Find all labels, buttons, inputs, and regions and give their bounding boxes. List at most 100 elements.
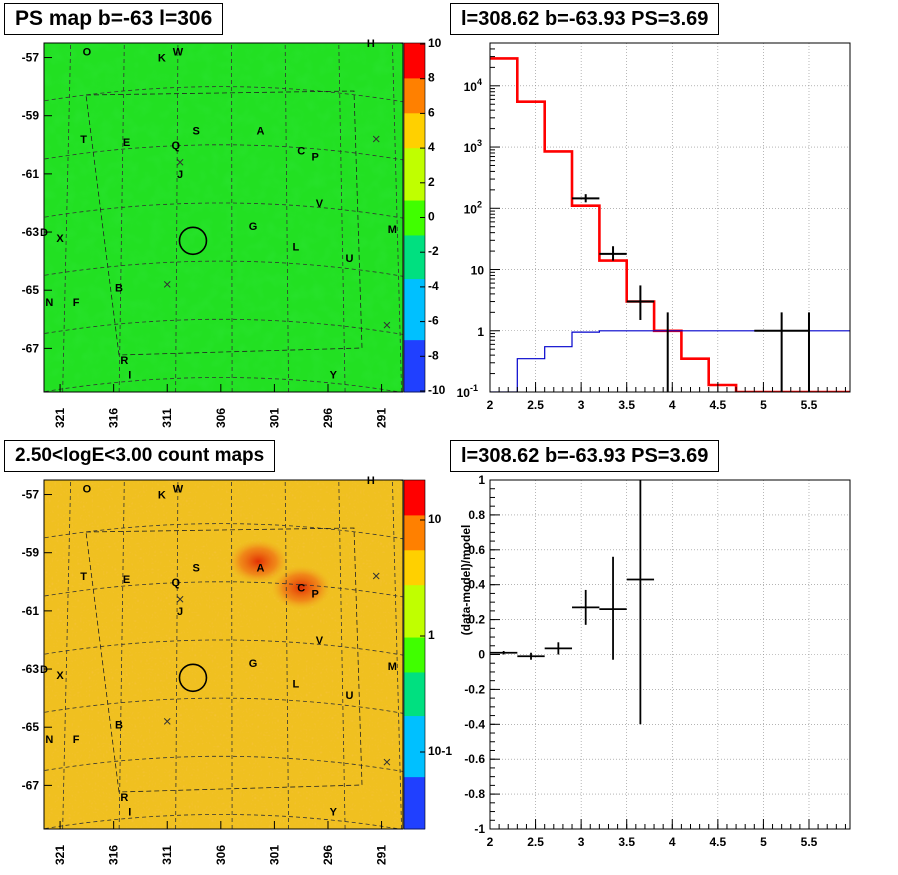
source-label-m: M	[388, 224, 397, 236]
graticule-meridian	[284, 480, 290, 829]
colorbar-band	[404, 802, 425, 813]
y-tick-label: 1	[478, 473, 485, 487]
colorbar-tick-label: 10	[428, 512, 442, 526]
colorbar-band	[404, 147, 425, 157]
y-tick-label: -63	[22, 225, 40, 239]
colorbar-band	[404, 671, 425, 682]
source-label-r: R	[120, 792, 128, 804]
y-tick-label: 10	[471, 264, 485, 278]
y-tick-label: -67	[22, 341, 40, 355]
x-tick-label: 296	[321, 408, 335, 428]
colorbar-band	[404, 252, 425, 262]
colorbar-band	[404, 374, 425, 384]
y-tick-label: -57	[22, 51, 40, 65]
residual-grid	[489, 480, 850, 829]
graticule-parallel	[44, 581, 403, 598]
colorbar-band	[404, 689, 425, 699]
source-label-f: F	[73, 734, 80, 746]
y-tick-label: 0.8	[468, 508, 485, 522]
colorbar-band	[404, 541, 425, 551]
count-map-x-ticks: 321 316 311 306 301 296 291	[53, 821, 389, 865]
source-cross	[372, 135, 380, 143]
y-tick-exponent: 3	[477, 138, 482, 148]
source-label-l: L	[292, 242, 299, 254]
x-tick-label: 5.5	[801, 835, 818, 849]
y-tick-label: -61	[22, 604, 40, 618]
colorbar-band	[404, 514, 425, 525]
residual-point	[517, 652, 545, 660]
count-map-y-ticks: -57 -59 -61 -63 -65 -67	[22, 488, 52, 792]
y-tick-label: -0.4	[464, 717, 485, 731]
colorbar-band	[404, 287, 425, 297]
colorbar-tick-label: -10	[428, 383, 446, 397]
residual-y-axis-label: (data-model)/model	[459, 525, 473, 636]
y-tick-label: 1	[477, 325, 484, 339]
colorbar-band	[404, 663, 425, 673]
source-label-n: N	[45, 297, 53, 309]
colorbar-band	[404, 767, 425, 778]
colorbar-band	[404, 191, 425, 201]
ps-map-y-ticks: -57 -59 -61 -63 -65 -67	[22, 51, 52, 355]
residual-point	[490, 651, 518, 655]
colorbar-tick-label: 0	[428, 210, 435, 224]
x-tick-label: 306	[214, 408, 228, 428]
colorbar-band	[404, 86, 425, 96]
source-label-q: Q	[172, 140, 181, 152]
colorbar-band	[404, 112, 425, 123]
colorbar-band	[404, 138, 425, 149]
colorbar-band	[404, 750, 425, 760]
source-label-j: J	[177, 606, 183, 618]
x-tick-label: 3.5	[618, 398, 635, 412]
colorbar-band	[404, 165, 425, 175]
colorbar-band	[404, 156, 425, 166]
colorbar-band	[404, 715, 425, 725]
x-tick-label: 2.5	[527, 398, 544, 412]
survey-footprint	[85, 90, 363, 356]
source-cross	[176, 158, 184, 166]
colorbar-band	[404, 348, 425, 358]
source-label-x: X	[56, 233, 64, 245]
colorbar-band	[404, 776, 425, 786]
source-label-j: J	[177, 169, 183, 181]
ps-map-x-ticks: 321 316 311 306 301 296 291	[53, 384, 389, 428]
source-label-w: W	[173, 484, 184, 496]
colorbar-tick-label: 6	[428, 105, 435, 119]
residual-point	[599, 556, 627, 660]
colorbar-band	[404, 208, 425, 218]
x-tick-label: 5	[760, 835, 767, 849]
residual-y-ticks: 1 0.8 0.6 0.4 0.2 0 -0.2 -0.4 -0.6 -0.8 -1	[464, 473, 500, 836]
colorbar-band	[404, 645, 425, 655]
survey-footprint	[85, 527, 363, 793]
residual-series	[490, 480, 655, 725]
x-tick-label: 3	[578, 398, 585, 412]
graticule-parallel	[44, 639, 403, 656]
colorbar-band	[404, 330, 425, 341]
y-tick-label: 104	[464, 77, 482, 94]
colorbar-band	[404, 558, 425, 568]
source-label-m: M	[388, 661, 397, 673]
graticule-meridian	[392, 43, 402, 392]
count-hotspot	[228, 539, 289, 584]
colorbar-band	[404, 619, 425, 629]
graticule-parallel	[44, 318, 403, 335]
source-label-s: S	[193, 125, 200, 137]
spectrum-title: l=308.62 b=-63.93 PS=3.69	[450, 3, 720, 35]
y-tick-label: -65	[22, 283, 40, 297]
graticule-meridian	[62, 480, 72, 829]
colorbar-band	[404, 567, 425, 577]
source-cross	[163, 718, 171, 725]
source-label-p: P	[311, 588, 318, 600]
y-tick-label: 10-1	[457, 383, 478, 400]
colorbar-band	[404, 243, 425, 253]
ps-map-grid	[44, 43, 403, 392]
colorbar-band	[404, 741, 425, 751]
count-map-target-circle	[178, 663, 208, 693]
graticule-meridian	[62, 43, 72, 392]
colorbar-band	[404, 532, 425, 542]
source-cross	[372, 572, 380, 580]
colorbar-band	[404, 304, 425, 314]
source-label-e: E	[123, 137, 130, 149]
source-label-i: I	[128, 370, 131, 382]
